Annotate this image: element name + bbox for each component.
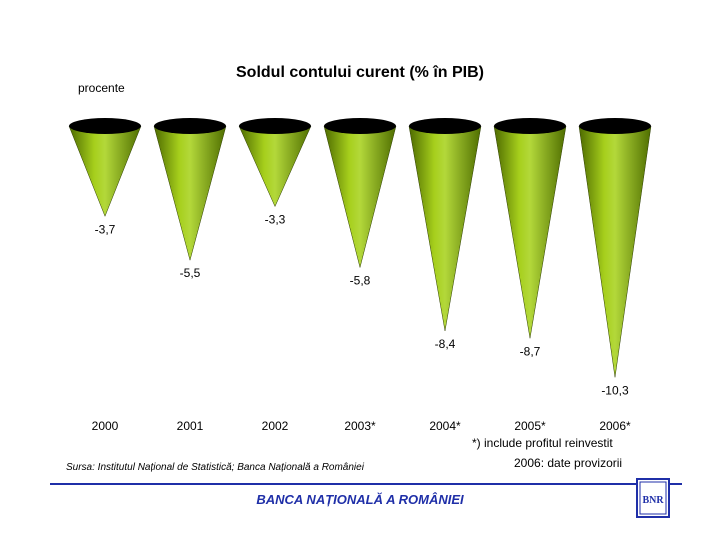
note-provisional: 2006: date provizorii	[514, 456, 623, 470]
cone-chart: -3,7 2000 -5,5 2001 -3,3 2002 -5,8 2003* -8,4 200…	[68, 118, 652, 433]
value-label: -8,4	[435, 337, 456, 351]
note-reinvested-profit: *) include profitul reinvestit	[472, 436, 613, 450]
category-label: 2006*	[599, 419, 631, 433]
value-label: -3,7	[95, 222, 116, 236]
category-label: 2002	[262, 419, 289, 433]
cone-mark	[493, 125, 567, 339]
cone-mark	[238, 125, 312, 208]
source-text: Sursa: Institutul Național de Statistică…	[66, 462, 364, 473]
category-label: 2004*	[429, 419, 461, 433]
cone-top-ellipse	[154, 118, 226, 134]
cone-top-ellipse	[409, 118, 481, 134]
value-label: -10,3	[601, 383, 629, 397]
footer-institution: BANCA NAȚIONALĂ A ROMÂNIEI	[256, 492, 464, 507]
cone-mark	[578, 125, 652, 378]
cone-mark	[68, 125, 142, 217]
logo-text: BNR	[642, 495, 664, 506]
cone-top-ellipse	[69, 118, 141, 134]
cone-top-ellipse	[239, 118, 311, 134]
value-label: -5,5	[180, 266, 201, 280]
cone-top-ellipse	[579, 118, 651, 134]
cone-mark	[408, 125, 482, 332]
value-label: -5,8	[350, 274, 371, 288]
unit-label: procente	[78, 81, 125, 95]
bnr-monogram-logo: BNR	[636, 478, 670, 518]
cone-top-ellipse	[324, 118, 396, 134]
category-label: 2003*	[344, 419, 376, 433]
category-label: 2000	[92, 419, 119, 433]
cone-mark	[153, 125, 227, 262]
footer-rule	[50, 483, 682, 485]
cone-top-ellipse	[494, 118, 566, 134]
value-label: -8,7	[520, 344, 541, 358]
category-label: 2001	[177, 419, 204, 433]
category-label: 2005*	[514, 419, 546, 433]
chart-title: Soldul contului curent (% în PIB)	[236, 64, 484, 81]
value-label: -3,3	[265, 213, 286, 227]
cone-mark	[323, 125, 397, 268]
